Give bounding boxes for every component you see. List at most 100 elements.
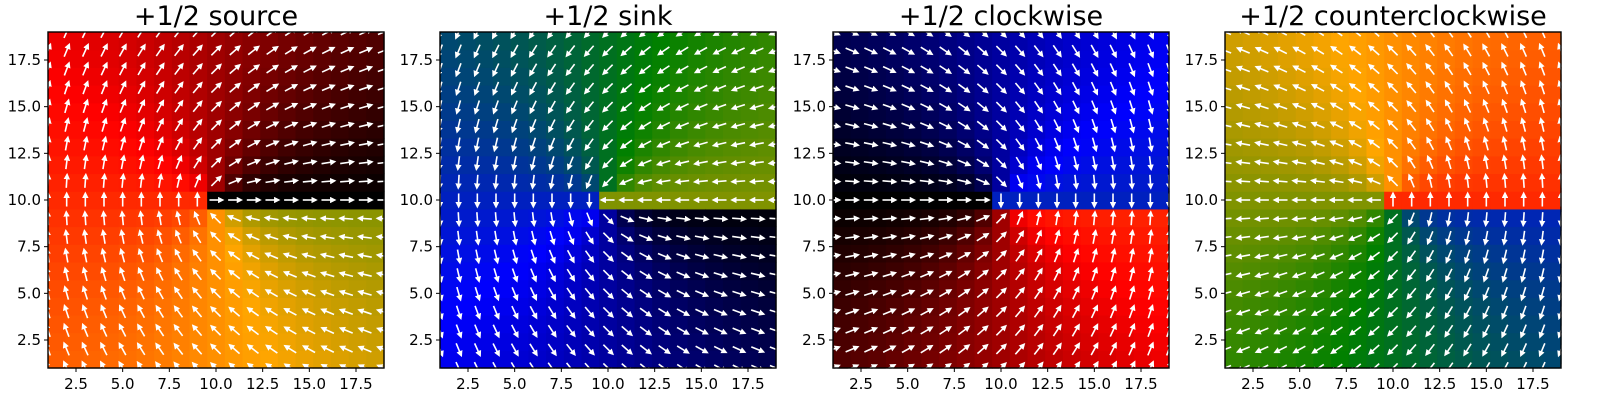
heatmap-cell	[224, 244, 244, 263]
quiver-arrow	[100, 80, 108, 95]
x-tick-label: 2.5	[456, 375, 480, 393]
quiver-arrow	[730, 178, 746, 185]
heatmap-cell	[581, 67, 600, 86]
heatmap-cell	[1242, 244, 1261, 263]
quiver-arrow	[750, 215, 766, 222]
heatmap-cell	[224, 32, 244, 51]
heatmap-cell	[330, 297, 350, 316]
heatmap-cell	[1348, 279, 1368, 298]
heatmap-cell	[652, 102, 671, 122]
heatmap-cell	[1080, 332, 1099, 351]
heatmap-cell	[1348, 314, 1368, 334]
quiver-arrow	[358, 140, 374, 147]
heatmap-cell	[1151, 32, 1170, 51]
heatmap-cell	[457, 208, 476, 228]
heatmap-cell	[599, 314, 618, 334]
heatmap-cell	[83, 279, 102, 298]
heatmap-cell	[1401, 49, 1421, 68]
quiver-arrow	[155, 80, 165, 94]
quiver-arrow	[455, 137, 462, 153]
quiver-arrow	[454, 81, 462, 97]
quiver-arrow	[711, 178, 727, 185]
heatmap-cell	[48, 350, 67, 369]
y-tick-label: 5.0	[17, 284, 41, 302]
heatmap-cell	[440, 120, 459, 139]
heatmap-cell	[1062, 120, 1082, 139]
heatmap-cell	[652, 314, 671, 334]
heatmap-cell	[599, 279, 618, 298]
heatmap-cell	[581, 155, 600, 175]
quiver-arrow	[548, 249, 556, 264]
heatmap-cell	[457, 173, 476, 192]
x-tick-label: 2.5	[1241, 375, 1265, 393]
heatmap-cell	[740, 208, 759, 228]
heatmap-cell	[65, 261, 84, 281]
x-tick-label: 2.5	[849, 375, 873, 393]
heatmap-cell	[260, 332, 279, 351]
heatmap-cell	[440, 32, 459, 51]
heatmap-cell	[1115, 350, 1135, 369]
heatmap-cell	[207, 138, 226, 157]
quiver-arrow	[118, 266, 126, 282]
heatmap-cell	[48, 279, 67, 298]
quiver-arrow	[455, 118, 462, 134]
heatmap-cell	[868, 350, 887, 369]
heatmap-cell	[1437, 279, 1456, 298]
heatmap-cell	[136, 244, 155, 263]
heatmap-cell	[1045, 85, 1064, 104]
heatmap-cell	[242, 102, 261, 122]
heatmap-cell	[599, 155, 618, 175]
heatmap-cell	[634, 350, 653, 369]
quiver-arrow	[100, 172, 108, 188]
quiver-arrow	[492, 100, 499, 115]
quiver-arrow	[321, 46, 336, 55]
heatmap-cell	[171, 279, 191, 298]
quiver-arrow	[174, 267, 183, 281]
quiver-arrow	[118, 304, 127, 319]
heatmap-cell	[457, 138, 476, 157]
heatmap-cell	[366, 261, 385, 281]
quiver-arrow	[81, 266, 88, 282]
heatmap-cell	[1242, 120, 1261, 139]
heatmap-cell	[1419, 332, 1438, 351]
heatmap-cell	[1062, 49, 1082, 68]
heatmap-cell	[740, 244, 759, 263]
heatmap-cell	[1080, 155, 1099, 175]
heatmap-cell	[457, 261, 476, 281]
heatmap-cell	[154, 244, 173, 263]
heatmap-cell	[833, 120, 852, 139]
heatmap-cell	[563, 279, 583, 298]
heatmap-cell	[295, 297, 314, 316]
quiver-arrow	[455, 324, 463, 339]
heatmap-cell	[65, 173, 84, 192]
heatmap-cell	[260, 32, 279, 51]
heatmap-cell	[1098, 85, 1117, 104]
heatmap-cell	[457, 191, 476, 210]
quiver-arrow	[493, 230, 500, 246]
heatmap-cell	[1045, 191, 1064, 210]
heatmap-cell	[366, 191, 385, 210]
heatmap-cell	[669, 350, 689, 369]
heatmap-cell	[313, 332, 332, 351]
quiver-arrow	[511, 212, 519, 228]
heatmap-cell	[242, 226, 261, 245]
heatmap-cell	[207, 173, 226, 192]
quiver-arrow	[584, 287, 595, 300]
heatmap-cell	[634, 102, 653, 122]
quiver-arrow	[882, 178, 898, 185]
heatmap-cell	[758, 350, 777, 369]
quiver-arrow	[63, 266, 70, 282]
quiver-arrow	[340, 46, 355, 55]
quiver-arrow	[338, 345, 353, 353]
heatmap-cell	[1151, 244, 1170, 263]
quiver-arrow	[584, 250, 595, 263]
y-tick-label: 17.5	[1185, 51, 1218, 69]
heatmap-cell	[528, 173, 547, 192]
quiver-arrow	[529, 287, 538, 301]
quiver-arrow	[358, 121, 374, 128]
heatmap-cell	[330, 49, 350, 68]
quiver-arrow	[137, 210, 145, 226]
heatmap-cell	[1313, 120, 1332, 139]
heatmap-cell	[740, 350, 759, 369]
heatmap-cell	[1331, 138, 1350, 157]
